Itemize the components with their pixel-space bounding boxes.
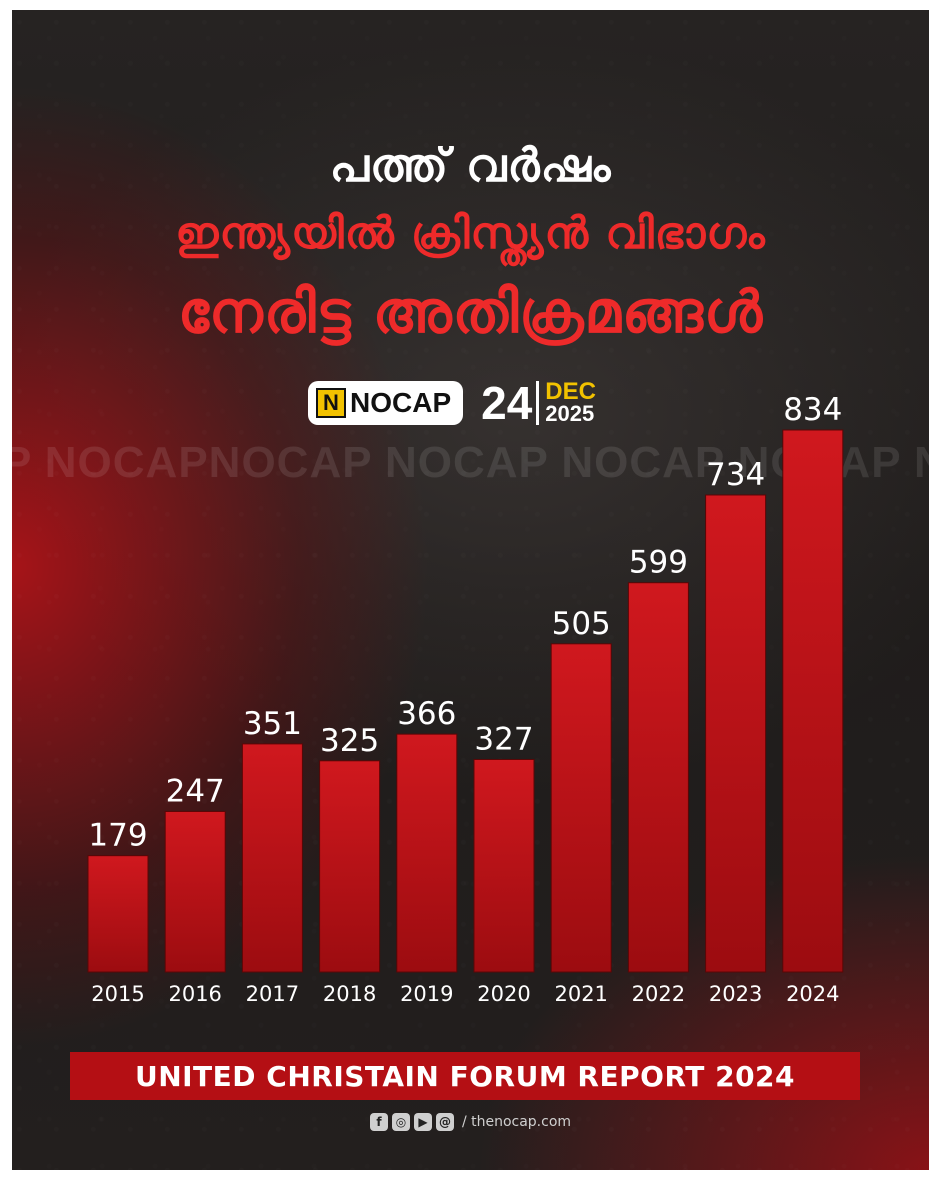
value-label-2017: 351 bbox=[243, 706, 302, 742]
value-label-2015: 179 bbox=[88, 818, 147, 854]
date-month-year: DEC 2025 bbox=[545, 378, 596, 426]
category-label-2019: 2019 bbox=[400, 982, 453, 1006]
value-label-2020: 327 bbox=[474, 721, 533, 757]
category-label-2020: 2020 bbox=[477, 982, 530, 1006]
date-separator bbox=[536, 381, 540, 425]
brand-badge: N NOCAP bbox=[308, 381, 464, 425]
footer: f ◎ ▶ @ / thenocap.com bbox=[12, 1113, 929, 1131]
nocap-logo-icon: N bbox=[316, 388, 346, 418]
bar-2024 bbox=[782, 429, 844, 973]
brand-name: NOCAP bbox=[350, 387, 452, 418]
category-label-2023: 2023 bbox=[709, 982, 762, 1006]
instagram-icon[interactable]: ◎ bbox=[391, 1113, 410, 1131]
category-label-2021: 2021 bbox=[554, 982, 607, 1006]
bar-2023 bbox=[705, 494, 767, 973]
report-banner: UNITED CHRISTAIN FORUM REPORT 2024 bbox=[70, 1052, 860, 1100]
nocap-watermark: P NOCAPNOCAP NOCAP NOCAP NOCAP NOCAP bbox=[12, 438, 929, 487]
brand-row: N NOCAP 24 DEC 2025 bbox=[308, 376, 596, 430]
bar-2017 bbox=[241, 743, 303, 973]
value-label-2016: 247 bbox=[166, 773, 225, 809]
bar-2020 bbox=[473, 758, 535, 973]
bar-2021 bbox=[550, 643, 612, 973]
footer-url[interactable]: / thenocap.com bbox=[461, 1114, 572, 1130]
category-label-2015: 2015 bbox=[91, 982, 144, 1006]
threads-icon[interactable]: @ bbox=[435, 1113, 454, 1131]
category-label-2017: 2017 bbox=[246, 982, 299, 1006]
date-month: DEC bbox=[545, 378, 596, 405]
bars-group bbox=[87, 429, 844, 973]
category-label-2016: 2016 bbox=[168, 982, 221, 1006]
category-label-2024: 2024 bbox=[786, 982, 839, 1006]
date-day: 24 bbox=[481, 377, 533, 429]
title-line-1: പത്ത് വർഷം bbox=[329, 138, 612, 192]
bar-2019 bbox=[396, 733, 458, 973]
poster: പത്ത് വർഷം ഇന്ത്യയിൽ ക്രിസ്ത്യൻ വിഭാഗം ന… bbox=[12, 10, 929, 1170]
category-label-2022: 2022 bbox=[632, 982, 685, 1006]
value-label-2022: 599 bbox=[629, 545, 688, 581]
bar-2015 bbox=[87, 855, 149, 973]
title-line-3: നേരിട്ട അതിക്രമങ്ങൾ bbox=[177, 278, 764, 346]
report-title: UNITED CHRISTAIN FORUM REPORT 2024 bbox=[134, 1059, 796, 1093]
bar-2016 bbox=[164, 810, 226, 973]
value-label-2019: 366 bbox=[397, 696, 456, 732]
category-labels-group: 2015 2016 2017 2018 2019 2020 2021 2022 2023 2024 bbox=[91, 982, 839, 1006]
bar-2022 bbox=[627, 582, 689, 973]
title-line-2: ഇന്ത്യയിൽ ക്രിസ്ത്യൻ വിഭാഗം bbox=[175, 208, 766, 259]
category-label-2018: 2018 bbox=[323, 982, 376, 1006]
date-year: 2025 bbox=[545, 401, 595, 426]
value-label-2021: 505 bbox=[552, 606, 611, 642]
facebook-icon[interactable]: f bbox=[369, 1113, 388, 1131]
bar-2018 bbox=[319, 760, 381, 973]
value-label-2018: 325 bbox=[320, 723, 379, 759]
value-labels-group: 179 247 351 325 366 327 505 599 734 834 bbox=[88, 392, 842, 854]
value-label-2024: 834 bbox=[783, 392, 842, 428]
value-label-2023: 734 bbox=[706, 457, 765, 493]
youtube-icon[interactable]: ▶ bbox=[413, 1113, 432, 1131]
